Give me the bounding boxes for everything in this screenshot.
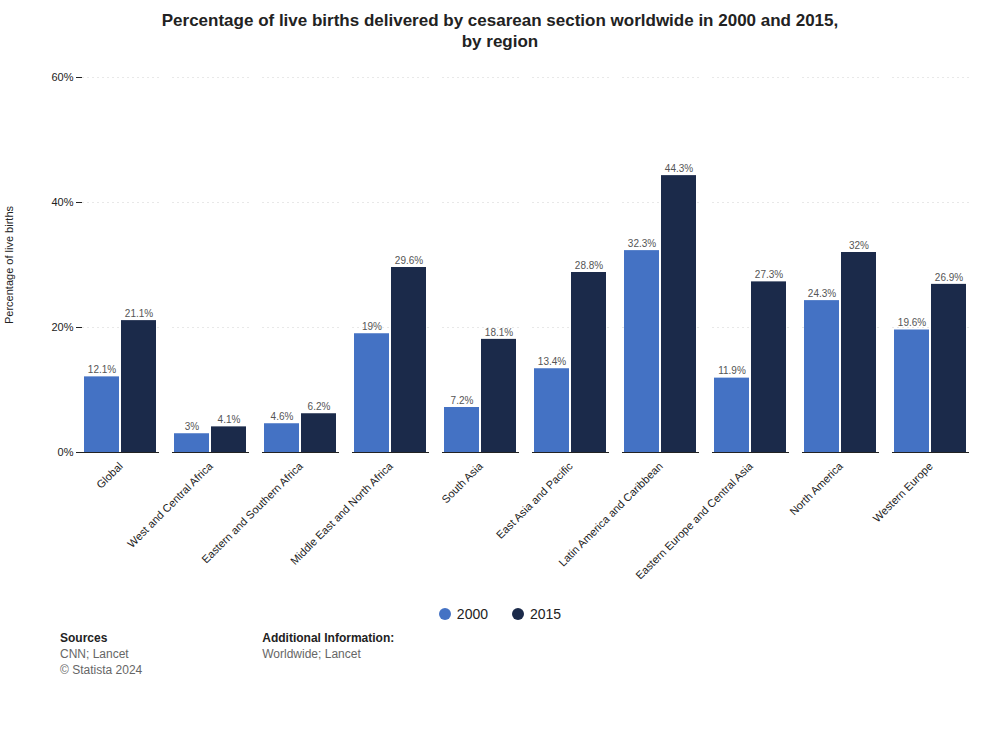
- svg-text:40%: 40%: [51, 196, 73, 208]
- svg-text:12.1%: 12.1%: [88, 364, 116, 375]
- svg-text:Eastern Europe and Central Asi: Eastern Europe and Central Asia: [633, 459, 755, 581]
- svg-text:3%: 3%: [185, 420, 200, 431]
- html-text:Percentage of live births deli: Percentage of live births delivered by c…: [161, 11, 839, 52]
- svg-text:29.6%: 29.6%: [395, 254, 423, 265]
- svg-text:Percentage of live births: Percentage of live births: [3, 205, 15, 324]
- svg-text:18.1%: 18.1%: [485, 326, 513, 337]
- svg-text:South Asia: South Asia: [439, 459, 485, 505]
- html-text:CNN; Lancet: CNN; Lancet: [60, 646, 129, 661]
- svg-text:West and Central Africa: West and Central Africa: [125, 459, 216, 550]
- svg-text:Eastern and Southern Africa: Eastern and Southern Africa: [199, 459, 305, 565]
- html-text:Additional Information:: Additional Information:: [262, 630, 395, 645]
- svg-text:32.3%: 32.3%: [628, 237, 656, 248]
- svg-text:Middle East and North Africa: Middle East and North Africa: [288, 459, 396, 567]
- svg-text:Western Europe: Western Europe: [870, 459, 935, 524]
- svg-text:6.2%: 6.2%: [308, 400, 331, 411]
- svg-text:11.9%: 11.9%: [718, 365, 746, 376]
- html-text:2000: 2000: [456, 605, 488, 622]
- html-text:Sources: Sources: [60, 630, 108, 645]
- svg-text:24.3%: 24.3%: [808, 287, 836, 298]
- svg-text:East Asia and Pacific: East Asia and Pacific: [494, 459, 575, 540]
- svg-text:28.8%: 28.8%: [575, 259, 603, 270]
- svg-text:20%: 20%: [51, 321, 73, 333]
- svg-text:27.3%: 27.3%: [755, 269, 783, 280]
- svg-text:60%: 60%: [51, 71, 73, 83]
- svg-text:Global: Global: [94, 459, 125, 490]
- svg-text:19%: 19%: [362, 320, 382, 331]
- svg-text:0%: 0%: [58, 446, 74, 458]
- svg-text:26.9%: 26.9%: [935, 271, 963, 282]
- svg-text:7.2%: 7.2%: [451, 394, 474, 405]
- html-text:© Statista 2024: © Statista 2024: [60, 662, 143, 677]
- svg-text:44.3%: 44.3%: [665, 162, 693, 173]
- svg-text:19.6%: 19.6%: [898, 317, 926, 328]
- html-text:Worldwide; Lancet: Worldwide; Lancet: [262, 646, 361, 661]
- svg-text:4.1%: 4.1%: [218, 414, 241, 425]
- svg-text:32%: 32%: [849, 239, 869, 250]
- svg-text:North America: North America: [787, 459, 845, 517]
- svg-text:21.1%: 21.1%: [125, 307, 153, 318]
- svg-text:4.6%: 4.6%: [271, 410, 294, 421]
- svg-text:Latin America and Caribbean: Latin America and Caribbean: [556, 459, 665, 568]
- svg-text:13.4%: 13.4%: [538, 355, 566, 366]
- html-text:2015: 2015: [530, 605, 562, 622]
